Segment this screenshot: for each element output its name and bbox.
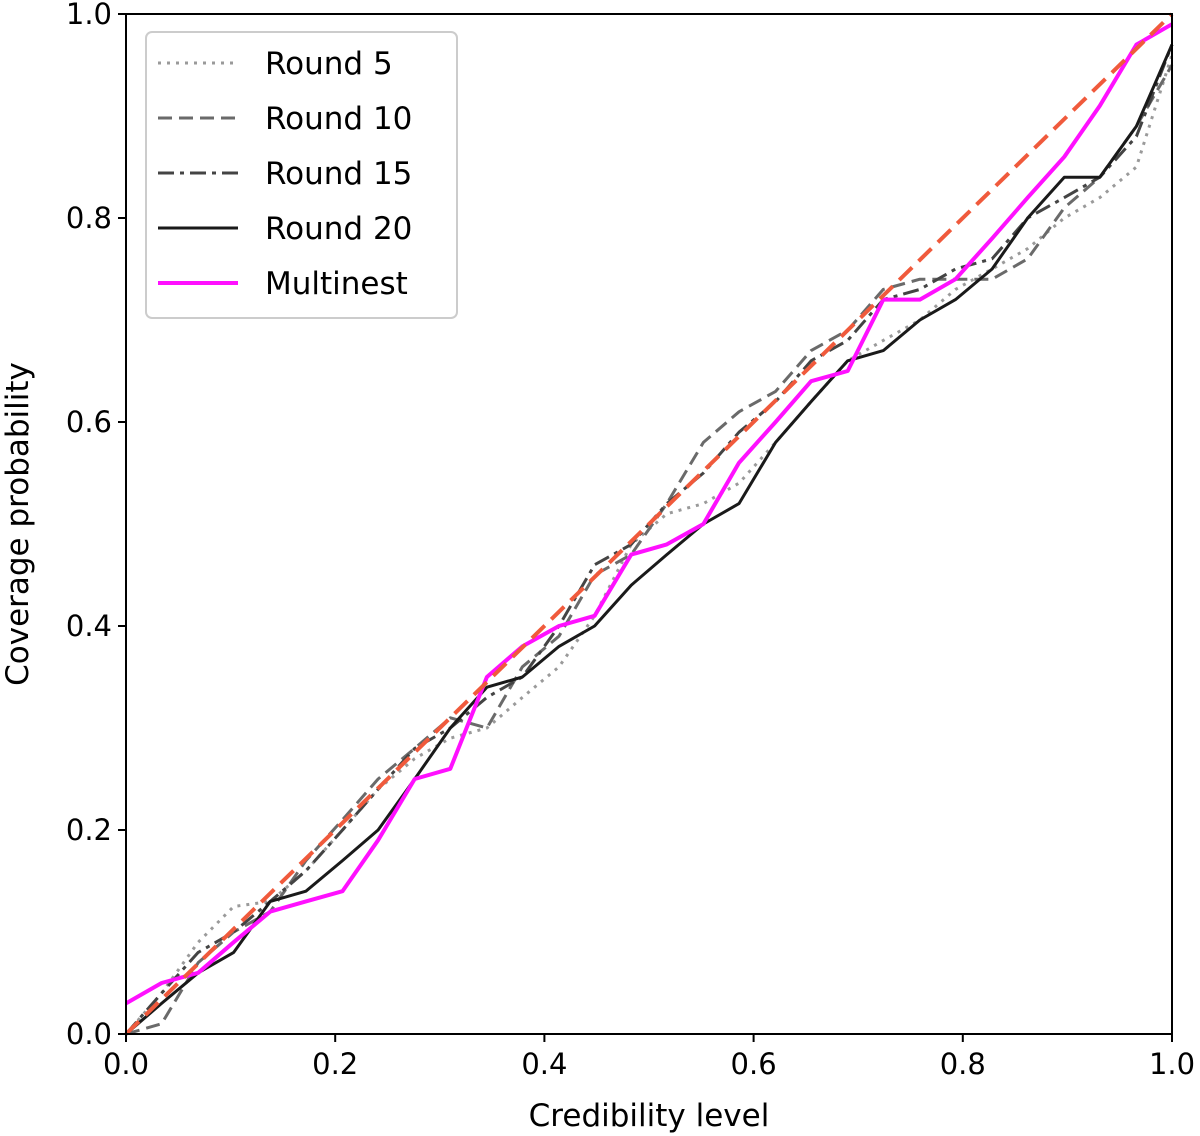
series-line-round-20	[125, 44, 1174, 1036]
y-axis: 0.0 0.2 0.4 0.6 0.8 1.0	[66, 0, 126, 1051]
x-tick-label: 0.0	[103, 1047, 149, 1081]
series-layer	[124, 12, 1174, 1036]
x-tick-label: 0.2	[312, 1047, 358, 1081]
x-tick-label: 1.0	[1149, 1047, 1195, 1081]
series-line-multinest	[125, 22, 1173, 1006]
x-axis: 0.0 0.2 0.4 0.6 0.8 1.0	[103, 1034, 1195, 1081]
x-tick-label: 0.8	[940, 1047, 986, 1081]
y-tick-label: 0.6	[66, 405, 112, 439]
y-tick-label: 0.8	[66, 201, 112, 235]
plot-frame	[125, 13, 1173, 1035]
legend-label: Round 5	[265, 46, 393, 82]
x-tick-label: 0.6	[731, 1047, 777, 1081]
y-tick-label: 0.2	[66, 813, 112, 847]
y-tick-label: 1.0	[66, 0, 112, 31]
legend-label: Round 10	[265, 101, 412, 137]
y-axis-label: Coverage probability	[0, 362, 36, 686]
legend-label: Round 20	[265, 211, 412, 247]
legend-label: Multinest	[265, 266, 408, 302]
legend: Round 5 Round 10 Round 15 Round 20 Multinest	[145, 31, 458, 319]
legend-label: Round 15	[265, 156, 412, 192]
reference-diagonal-line	[124, 12, 1174, 1036]
x-axis-label: Credibility level	[529, 1098, 770, 1134]
legend-box	[145, 31, 458, 319]
x-tick-label: 0.4	[521, 1047, 567, 1081]
series-line-round-10	[125, 64, 1174, 1036]
y-tick-label: 0.4	[66, 609, 112, 643]
y-tick-label: 0.0	[66, 1017, 112, 1051]
